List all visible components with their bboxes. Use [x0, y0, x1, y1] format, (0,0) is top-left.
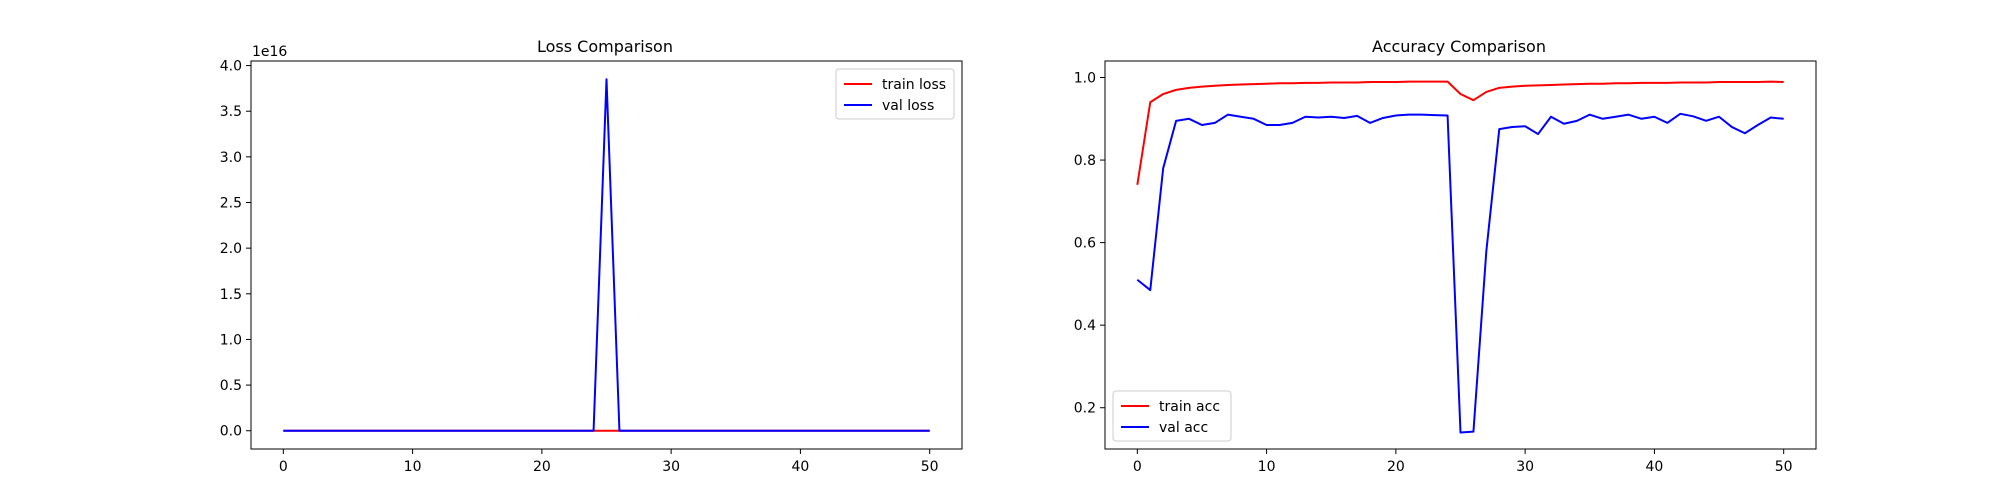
- accuracy-x-tick-label: 40: [1645, 459, 1663, 475]
- loss-y-tick-label: 2.5: [220, 196, 242, 212]
- accuracy-axes-frame: [1104, 60, 1817, 450]
- loss-y-tick-label: 3.0: [220, 150, 242, 166]
- accuracy-y-tick-label: 0.8: [1074, 153, 1096, 169]
- loss-legend-label: train loss: [882, 77, 946, 93]
- accuracy-x-tick-label: 10: [1258, 459, 1276, 475]
- loss-y-tick-label: 0.5: [220, 378, 242, 394]
- loss-chart-title: Loss Comparison: [537, 37, 673, 56]
- accuracy-legend-label: val acc: [1159, 420, 1208, 436]
- loss-x-tick-label: 0: [279, 459, 288, 475]
- accuracy-legend-box: [1112, 390, 1232, 442]
- accuracy-y-tick-label: 1.0: [1074, 71, 1096, 87]
- loss-y-tick-label: 4.0: [220, 59, 242, 75]
- accuracy-chart-title: Accuracy Comparison: [1372, 37, 1546, 56]
- loss-x-tick-label: 50: [921, 459, 939, 475]
- loss-y-tick-label: 2.0: [220, 241, 242, 257]
- accuracy-x-tick-label: 0: [1133, 459, 1142, 475]
- accuracy-chart: Accuracy Comparison 0 10 20 30 40 50 0.2 0.4 0.6…: [1074, 37, 1817, 475]
- loss-x-tick-label: 10: [404, 459, 422, 475]
- accuracy-series-val-acc: [1136, 112, 1784, 434]
- loss-axes-frame: [250, 60, 963, 450]
- loss-y-tick-label: 3.5: [220, 104, 242, 120]
- loss-y-tick-label: 1.5: [220, 287, 242, 303]
- accuracy-x-tick-label: 50: [1775, 459, 1793, 475]
- loss-series-val-loss: [283, 78, 930, 432]
- loss-x-tick-label: 20: [533, 459, 551, 475]
- loss-x-tick-label: 40: [791, 459, 809, 475]
- accuracy-y-tick-label: 0.2: [1074, 401, 1096, 417]
- accuracy-y-tick-label: 0.4: [1074, 318, 1096, 334]
- accuracy-x-tick-label: 20: [1387, 459, 1405, 475]
- loss-y-tick-label: 1.0: [220, 332, 242, 348]
- accuracy-x-tick-label: 30: [1516, 459, 1534, 475]
- loss-chart: Loss Comparison 1e16 0 10 20 30 40 50 0.0 0.5 1.…: [220, 37, 963, 475]
- loss-y-tick-label: 0.0: [220, 424, 242, 440]
- loss-legend-label: val loss: [882, 98, 934, 114]
- accuracy-legend: train acc val acc: [1112, 390, 1232, 442]
- accuracy-legend-label: train acc: [1159, 399, 1220, 415]
- loss-y-offset-label: 1e16: [252, 44, 287, 60]
- loss-x-tick-label: 30: [662, 459, 680, 475]
- accuracy-series-train-acc: [1136, 80, 1784, 185]
- loss-legend: train loss val loss: [835, 68, 955, 120]
- loss-legend-box: [835, 68, 955, 120]
- accuracy-y-tick-label: 0.6: [1074, 236, 1096, 252]
